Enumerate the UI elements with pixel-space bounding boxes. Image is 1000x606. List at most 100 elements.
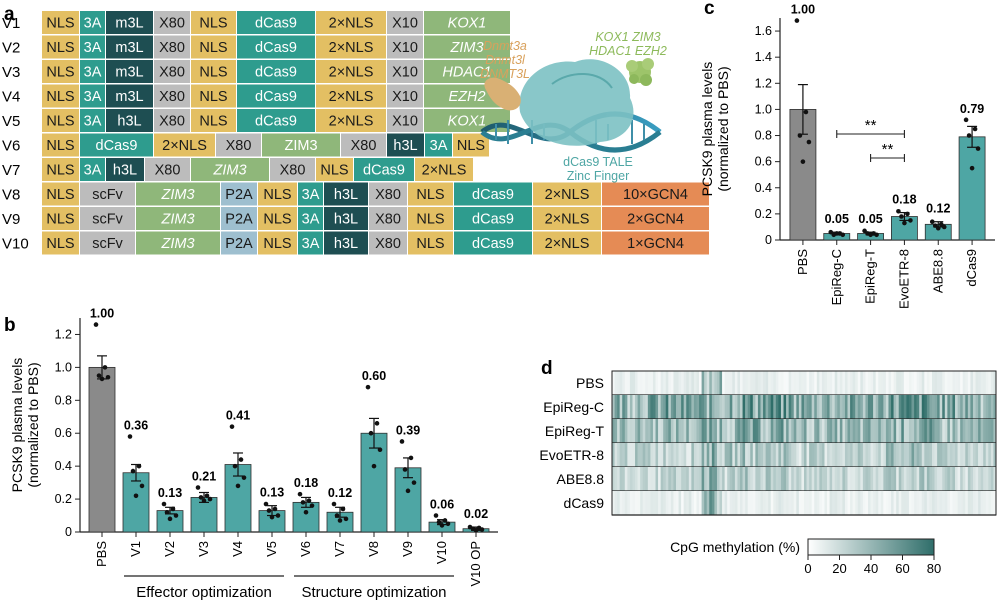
heatmap-cell [681, 467, 684, 491]
heatmap-cell [755, 443, 759, 467]
heatmap-cell [747, 395, 751, 419]
construct-segment [42, 133, 79, 157]
heatmap-cell [906, 443, 910, 467]
colorbar-tick-label: 60 [895, 561, 909, 576]
heatmap-cell [934, 467, 938, 491]
heatmap-cell [673, 395, 677, 419]
heatmap-cell [857, 395, 861, 419]
heatmap-cell [873, 443, 876, 467]
heatmap-cell [714, 371, 718, 395]
heatmap-cell [916, 467, 920, 491]
construct-segment [387, 84, 423, 108]
construct-segment [106, 60, 153, 83]
heatmap-cell [650, 395, 654, 419]
heatmap-cell [765, 467, 769, 491]
heatmap-cell [668, 371, 672, 395]
heatmap-cell [929, 371, 933, 395]
heatmap-cell [660, 491, 664, 515]
heatmap-cell [727, 443, 731, 467]
heatmap-cell [755, 491, 759, 515]
heatmap-cell [875, 443, 879, 467]
construct-segment [80, 35, 105, 59]
heatmap-cell [811, 395, 815, 419]
heatmap-cell [660, 443, 664, 467]
heatmap-cell [763, 491, 766, 515]
data-point [368, 430, 374, 436]
heatmap-cell [660, 467, 664, 491]
data-point [235, 483, 241, 489]
heatmap-cell [747, 467, 751, 491]
heatmap-cell [796, 467, 800, 491]
heatmap-cell [765, 419, 769, 443]
heatmap-cell [978, 467, 981, 491]
heatmap-cell [962, 491, 966, 515]
value-label: 0.06 [430, 498, 454, 512]
heatmap-cell [711, 395, 715, 419]
heatmap-cell [990, 443, 994, 467]
heatmap-cell [734, 419, 738, 443]
heatmap-cell [929, 491, 933, 515]
dnmt-protein [484, 77, 521, 111]
heatmap-cell [714, 443, 718, 467]
heatmap-cell [896, 467, 900, 491]
heatmap-cell [793, 467, 797, 491]
heatmap-cell [775, 395, 779, 419]
heatmap-cell [716, 371, 720, 395]
construct-segment-label: m3L [115, 65, 143, 81]
heatmap-cell [798, 491, 802, 515]
heatmap-cell [632, 443, 636, 467]
construct-segment [136, 231, 220, 255]
construct-segment [316, 60, 386, 83]
heatmap-cell [944, 491, 948, 515]
heatmap-cell [919, 467, 923, 491]
construct-segment-label: X80 [375, 187, 401, 203]
heatmap-cell [932, 443, 935, 467]
data-point [411, 480, 417, 485]
heatmap-cell [750, 371, 754, 395]
heatmap-cell [806, 371, 810, 395]
construct-segment [316, 35, 386, 59]
heatmap-cell [778, 395, 782, 419]
heatmap-cell [732, 371, 736, 395]
construct-segment [145, 158, 190, 181]
heatmap-cell [742, 419, 746, 443]
construct-name: V8 [2, 187, 20, 204]
heatmap-cell [885, 395, 889, 419]
data-point [195, 485, 201, 490]
heatmap-cell [978, 395, 981, 419]
heatmap-cell [740, 371, 743, 395]
y-tick-label: 1.0 [55, 360, 72, 374]
heatmap-cell [898, 491, 902, 515]
heatmap-cell [642, 395, 646, 419]
heatmap-cell [819, 395, 823, 419]
heatmap-cell [783, 419, 787, 443]
heatmap-cell [978, 419, 981, 443]
heatmap-cell [947, 443, 951, 467]
heatmap-cell [893, 419, 897, 443]
heatmap-cell [786, 443, 789, 467]
value-label: 1.00 [791, 3, 815, 17]
heatmap-cell [972, 443, 976, 467]
heatmap-cell [829, 467, 833, 491]
heatmap-cell [844, 419, 848, 443]
construct-segment-label: X80 [280, 163, 306, 179]
data-point [902, 220, 907, 226]
heatmap-cell [681, 443, 684, 467]
heatmap-cell [916, 395, 920, 419]
heatmap-cell [737, 491, 741, 515]
heatmap-cell [670, 491, 674, 515]
heatmap-cell [798, 419, 802, 443]
heatmap-cell [939, 491, 943, 515]
heatmap-cell [722, 443, 725, 467]
heatmap-cell [642, 491, 646, 515]
y-tick-label: 1.4 [755, 50, 772, 64]
heatmap-cell [949, 467, 953, 491]
data-point [828, 229, 834, 235]
heatmap-cell [834, 419, 838, 443]
x-tick-label: V8 [366, 541, 381, 557]
heatmap-cell [906, 371, 910, 395]
heatmap-cell [624, 467, 628, 491]
heatmap-cell [755, 371, 759, 395]
construct-segment-label: h3L [334, 212, 358, 228]
y-tick-label: 0.4 [55, 459, 72, 473]
